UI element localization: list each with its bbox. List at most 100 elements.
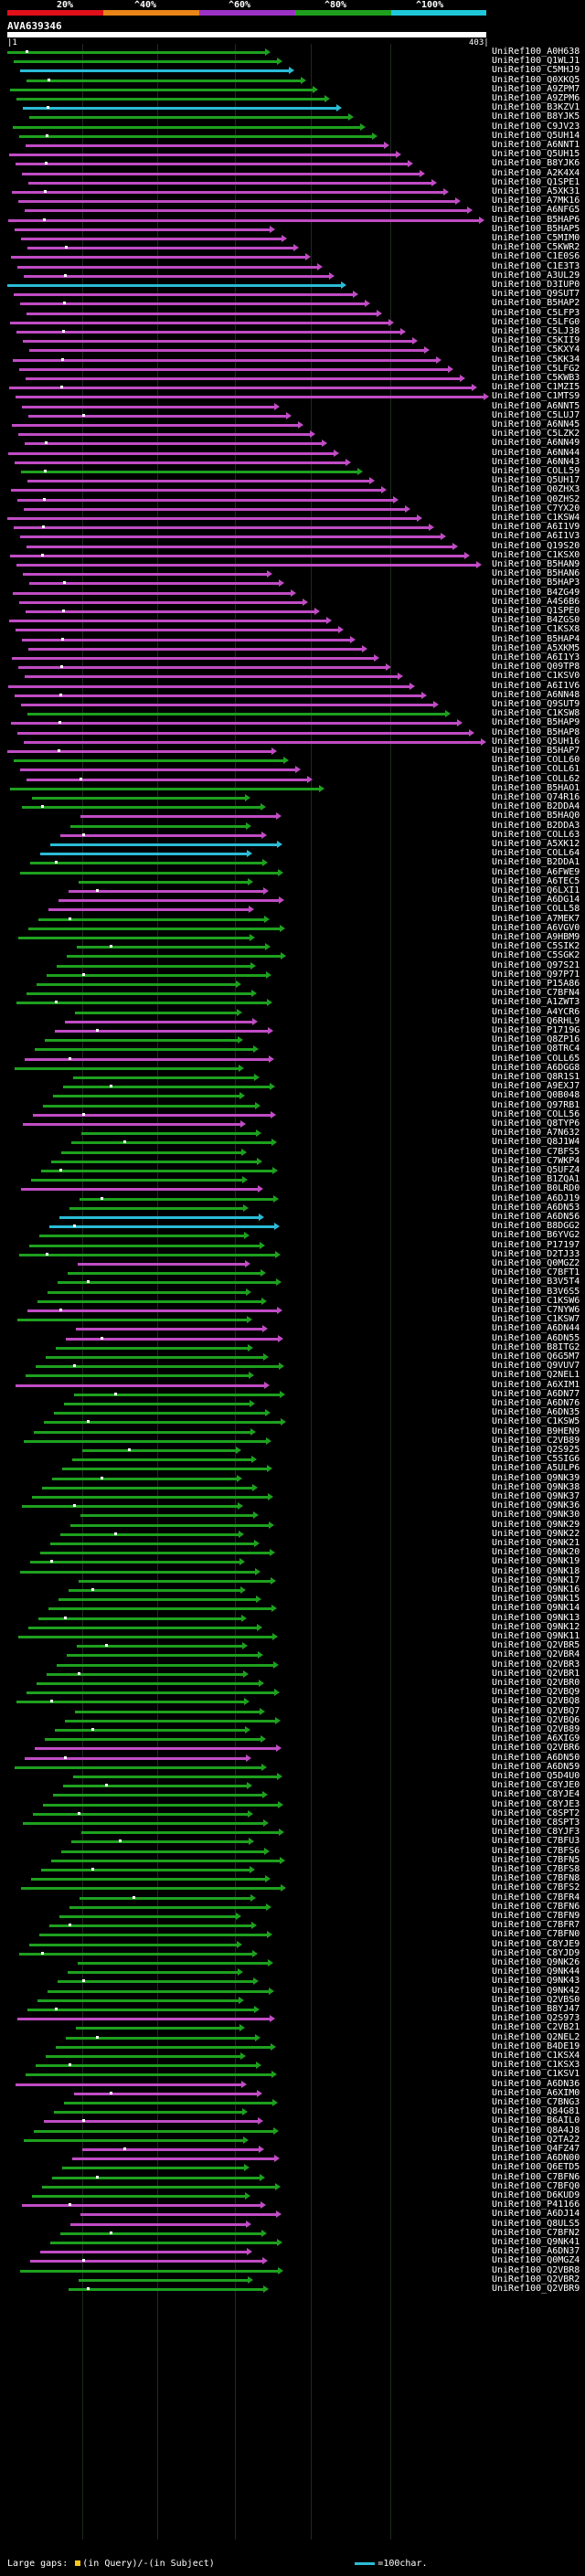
- hit-alignment-bar[interactable]: [56, 1346, 248, 1350]
- hit-row[interactable]: UniRef100_Q9NK14: [0, 1602, 585, 1614]
- hit-label[interactable]: UniRef100_A6NNT1: [492, 140, 580, 150]
- hit-row[interactable]: UniRef100_B5HAP8: [0, 726, 585, 738]
- hit-label[interactable]: UniRef100_A6NN45: [492, 419, 580, 429]
- hit-row[interactable]: UniRef100_Q8ZP16: [0, 1034, 585, 1045]
- hit-row[interactable]: UniRef100_Q8TRC4: [0, 1043, 585, 1055]
- hit-row[interactable]: UniRef100_A6NN45: [0, 419, 585, 430]
- hit-label[interactable]: UniRef100_B2DDA4: [492, 801, 580, 812]
- hit-alignment-bar[interactable]: [27, 545, 452, 548]
- hit-label[interactable]: UniRef100_A4YCR6: [492, 1006, 580, 1017]
- hit-row[interactable]: UniRef100_P1719G: [0, 1024, 585, 1036]
- hit-row[interactable]: UniRef100_C7BFR7: [0, 1919, 585, 1931]
- hit-label[interactable]: UniRef100_B5HAN9: [492, 559, 580, 569]
- hit-label[interactable]: UniRef100_C5SGK2: [492, 950, 580, 961]
- hit-alignment-bar[interactable]: [72, 1458, 251, 1462]
- hit-label[interactable]: UniRef100_Q8TYP6: [492, 1118, 580, 1129]
- hit-row[interactable]: UniRef100_P41166: [0, 2199, 585, 2210]
- hit-label[interactable]: UniRef100_Q0MGZ4: [492, 2255, 580, 2266]
- hit-row[interactable]: UniRef100_Q5UH16: [0, 736, 585, 747]
- hit-label[interactable]: UniRef100_Q2VBR4: [492, 1649, 580, 1660]
- hit-row[interactable]: UniRef100_Q9NK21: [0, 1537, 585, 1549]
- hit-label[interactable]: UniRef100_B8YJK6: [492, 158, 580, 169]
- hit-label[interactable]: UniRef100_B2DDA1: [492, 857, 580, 868]
- hit-alignment-bar[interactable]: [27, 1309, 277, 1312]
- hit-label[interactable]: UniRef100_B4ZG49: [492, 587, 580, 598]
- hit-row[interactable]: UniRef100_C7BFU3: [0, 1835, 585, 1847]
- hit-label[interactable]: UniRef100_B2DDA3: [492, 820, 580, 831]
- hit-label[interactable]: UniRef100_B5HAO1: [492, 782, 580, 793]
- hit-alignment-bar[interactable]: [16, 98, 324, 101]
- hit-row[interactable]: UniRef100_D3IUP0: [0, 279, 585, 291]
- hit-label[interactable]: UniRef100_COLL60: [492, 755, 580, 766]
- hit-alignment-bar[interactable]: [23, 340, 412, 344]
- hit-row[interactable]: UniRef100_Q2TA22: [0, 2134, 585, 2146]
- hit-row[interactable]: UniRef100_C7BFS8: [0, 1863, 585, 1875]
- hit-alignment-bar[interactable]: [70, 824, 246, 828]
- hit-row[interactable]: UniRef100_Q84G81: [0, 2105, 585, 2117]
- hit-alignment-bar[interactable]: [41, 1170, 272, 1172]
- hit-label[interactable]: UniRef100_Q9NK15: [492, 1594, 580, 1605]
- hit-label[interactable]: UniRef100_Q2TA22: [492, 2134, 580, 2145]
- hit-label[interactable]: UniRef100_Q2VBR3: [492, 1659, 580, 1670]
- hit-alignment-bar[interactable]: [67, 1654, 258, 1658]
- hit-label[interactable]: UniRef100_COLL63: [492, 829, 580, 840]
- hit-row[interactable]: UniRef100_COLL60: [0, 754, 585, 766]
- hit-row[interactable]: UniRef100_C5LFP3: [0, 307, 585, 319]
- hit-row[interactable]: UniRef100_C7BFN2: [0, 2227, 585, 2239]
- hit-alignment-bar[interactable]: [36, 1365, 279, 1369]
- hit-label[interactable]: UniRef100_Q9NK17: [492, 1574, 580, 1585]
- hit-alignment-bar[interactable]: [57, 1663, 273, 1667]
- hit-alignment-bar[interactable]: [27, 2009, 254, 2011]
- hit-alignment-bar[interactable]: [23, 1822, 263, 1825]
- hit-alignment-bar[interactable]: [73, 1076, 254, 1079]
- hit-row[interactable]: UniRef100_C1E3T3: [0, 260, 585, 272]
- hit-row[interactable]: UniRef100_B4DE19: [0, 2041, 585, 2052]
- hit-label[interactable]: UniRef100_Q2VBQ7: [492, 1705, 580, 1716]
- hit-row[interactable]: UniRef100_Q2S925: [0, 1444, 585, 1456]
- hit-alignment-bar[interactable]: [16, 1701, 244, 1704]
- hit-alignment-bar[interactable]: [18, 433, 310, 437]
- hit-row[interactable]: UniRef100_B2DDA4: [0, 800, 585, 812]
- hit-alignment-bar[interactable]: [25, 675, 398, 679]
- hit-alignment-bar[interactable]: [39, 1235, 244, 1238]
- hit-alignment-bar[interactable]: [17, 265, 317, 269]
- hit-alignment-bar[interactable]: [11, 722, 457, 726]
- hit-label[interactable]: UniRef100_C1KSX0: [492, 549, 580, 560]
- hit-label[interactable]: UniRef100_C5LFG2: [492, 363, 580, 374]
- hit-label[interactable]: UniRef100_B6YVG2: [492, 1230, 580, 1241]
- hit-alignment-bar[interactable]: [32, 1496, 268, 1499]
- hit-alignment-bar[interactable]: [29, 116, 348, 120]
- hit-label[interactable]: UniRef100_B4DE19: [492, 2041, 580, 2051]
- hit-label[interactable]: UniRef100_C8SPT2: [492, 1807, 580, 1818]
- hit-label[interactable]: UniRef100_C5KK34: [492, 354, 580, 365]
- hit-label[interactable]: UniRef100_C7BFN6: [492, 1901, 580, 1912]
- hit-alignment-bar[interactable]: [38, 1617, 241, 1620]
- hit-label[interactable]: UniRef100_Q97S21: [492, 959, 580, 970]
- hit-row[interactable]: UniRef100_A6TEC5: [0, 875, 585, 887]
- hit-alignment-bar[interactable]: [23, 573, 267, 577]
- hit-row[interactable]: UniRef100_Q5UH15: [0, 148, 585, 160]
- hit-row[interactable]: UniRef100_C7BFN9: [0, 1910, 585, 1922]
- hit-alignment-bar[interactable]: [21, 1188, 258, 1192]
- hit-label[interactable]: UniRef100_A5XK31: [492, 186, 580, 196]
- hit-row[interactable]: UniRef100_C7BFS6: [0, 1845, 585, 1857]
- hit-alignment-bar[interactable]: [25, 209, 467, 213]
- hit-label[interactable]: UniRef100_C5SIK2: [492, 941, 580, 952]
- hit-alignment-bar[interactable]: [19, 1952, 252, 1956]
- hit-alignment-bar[interactable]: [77, 1645, 242, 1648]
- hit-alignment-bar[interactable]: [57, 964, 250, 968]
- hit-label[interactable]: UniRef100_Q2VBQ6: [492, 1714, 580, 1725]
- hit-label[interactable]: UniRef100_A1ZWT3: [492, 997, 580, 1008]
- hit-row[interactable]: UniRef100_A9ZPM6: [0, 92, 585, 104]
- hit-label[interactable]: UniRef100_B5HAP3: [492, 578, 580, 588]
- hit-label[interactable]: UniRef100_Q09TP8: [492, 662, 580, 673]
- hit-alignment-bar[interactable]: [17, 731, 469, 735]
- hit-alignment-bar[interactable]: [47, 973, 266, 977]
- hit-alignment-bar[interactable]: [34, 2129, 273, 2133]
- hit-alignment-bar[interactable]: [27, 1691, 274, 1695]
- hit-alignment-bar[interactable]: [33, 1113, 271, 1117]
- hit-row[interactable]: UniRef100_B8YJK6: [0, 157, 585, 169]
- hit-row[interactable]: UniRef100_Q9NK38: [0, 1481, 585, 1493]
- hit-row[interactable]: UniRef100_Q9NK29: [0, 1519, 585, 1531]
- hit-label[interactable]: UniRef100_A6I1V9: [492, 522, 580, 533]
